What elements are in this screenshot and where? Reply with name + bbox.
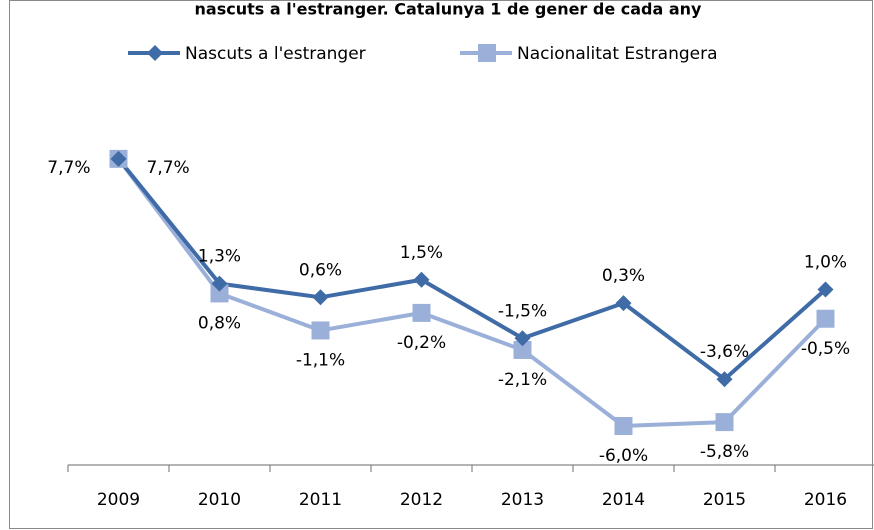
data-point — [816, 309, 835, 328]
chart-frame — [9, 0, 873, 529]
data-label: 7,7% — [47, 158, 90, 178]
data-point — [311, 321, 330, 340]
data-point — [110, 150, 127, 167]
chart-title: nascuts a l'estranger. Catalunya 1 de ge… — [195, 0, 703, 19]
legend-marker — [147, 45, 163, 61]
data-label: 0,3% — [602, 266, 645, 286]
x-tick-label: 2011 — [299, 490, 342, 510]
data-label: -6,0% — [599, 446, 648, 466]
data-point — [514, 330, 531, 347]
data-label: 0,6% — [299, 260, 342, 280]
data-label: -0,2% — [397, 333, 446, 353]
data-point — [716, 371, 733, 388]
data-point — [413, 271, 430, 288]
data-point — [210, 284, 229, 303]
x-tick-label: 2014 — [602, 490, 645, 510]
data-label: 1,3% — [198, 247, 241, 267]
data-point — [412, 303, 431, 322]
data-label: -2,1% — [498, 370, 547, 390]
x-tick-label: 2015 — [703, 490, 746, 510]
data-point — [715, 413, 734, 432]
data-label: -5,8% — [700, 442, 749, 462]
data-label: 7,7% — [147, 158, 190, 178]
x-tick-label: 2016 — [804, 490, 847, 510]
data-label: 0,8% — [198, 313, 241, 333]
data-point — [614, 417, 633, 435]
data-point — [615, 295, 632, 312]
series-line — [116, 157, 827, 428]
x-tick-label: 2013 — [501, 490, 544, 510]
data-label: 1,0% — [804, 253, 847, 273]
data-point — [211, 275, 228, 292]
x-tick-label: 2012 — [400, 490, 443, 510]
data-label: -0,5% — [801, 339, 850, 359]
data-point — [312, 289, 329, 306]
x-tick-label: 2010 — [198, 490, 241, 510]
legend-label: Nascuts a l'estranger — [185, 44, 366, 64]
legend-marker — [478, 44, 496, 62]
data-label: -1,1% — [296, 350, 345, 370]
data-point — [817, 281, 834, 298]
data-label: 1,5% — [400, 243, 443, 263]
data-label: -3,6% — [700, 342, 749, 362]
x-tick-label: 2009 — [97, 490, 140, 510]
data-label: -1,5% — [498, 301, 547, 321]
data-point — [513, 340, 532, 359]
series-line — [116, 157, 827, 382]
legend-label: Nacionalitat Estrangera — [517, 44, 718, 64]
